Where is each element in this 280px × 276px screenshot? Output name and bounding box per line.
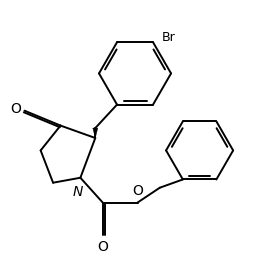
Text: O: O	[97, 240, 108, 254]
Text: N: N	[73, 185, 83, 199]
Text: O: O	[132, 184, 143, 198]
Text: Br: Br	[162, 31, 176, 44]
Polygon shape	[93, 128, 98, 138]
Text: O: O	[10, 102, 21, 116]
